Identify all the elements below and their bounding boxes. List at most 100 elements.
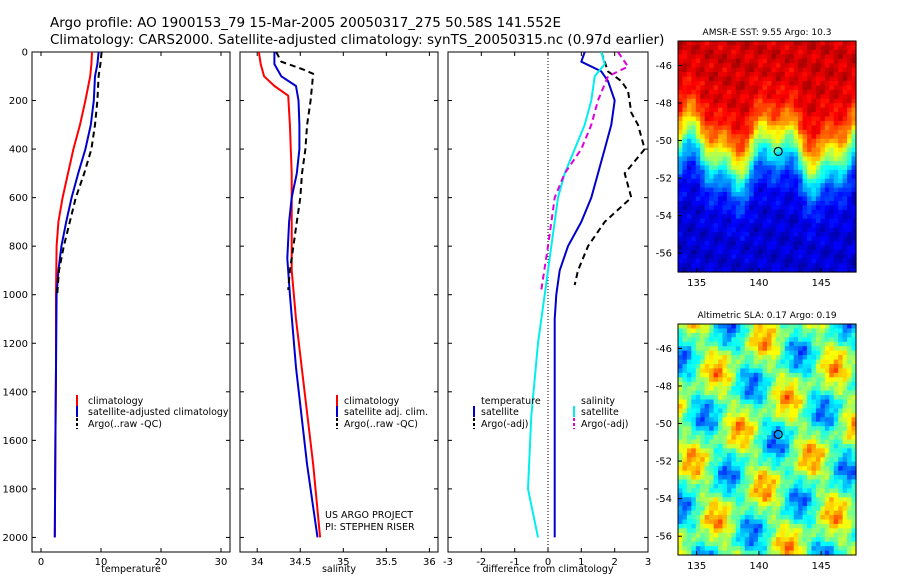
heatmap-cell xyxy=(691,187,697,193)
heatmap-cell xyxy=(811,138,817,144)
heatmap-cell xyxy=(767,399,773,405)
heatmap-cell xyxy=(811,528,817,534)
heatmap-cell xyxy=(762,532,768,538)
heatmap-cell xyxy=(789,214,795,220)
heatmap-cell xyxy=(686,143,692,149)
heatmap-cell xyxy=(842,80,848,87)
heatmap-cell xyxy=(753,381,759,387)
heatmap-cell xyxy=(753,192,759,198)
heatmap-cell xyxy=(847,412,853,418)
heatmap-cell xyxy=(700,497,706,503)
heatmap-cell xyxy=(700,107,706,113)
heatmap-cell xyxy=(767,169,773,175)
heatmap-cell xyxy=(775,492,781,498)
heatmap-cell xyxy=(758,443,764,449)
heatmap-cell xyxy=(802,209,808,215)
heatmap-cell xyxy=(815,174,821,180)
heatmap-cell xyxy=(695,200,701,206)
heatmap-cell xyxy=(842,165,848,171)
heatmap-cell xyxy=(753,332,759,338)
heatmap-cell xyxy=(722,178,728,184)
heatmap-cell xyxy=(682,187,688,193)
heatmap-cell xyxy=(731,98,737,104)
heatmap-cell xyxy=(767,200,773,206)
heatmap-cell xyxy=(740,76,746,82)
heatmap-cell xyxy=(682,183,688,189)
heatmap-cell xyxy=(829,63,835,69)
heatmap-cell xyxy=(789,129,795,135)
heatmap-cell xyxy=(700,214,706,220)
heatmap-cell xyxy=(789,218,795,224)
heatmap-cell xyxy=(829,430,835,436)
heatmap-cell xyxy=(726,443,732,449)
heatmap-cell xyxy=(718,54,724,60)
heatmap-cell xyxy=(784,546,790,552)
heatmap-cell xyxy=(815,430,821,436)
heatmap-cell xyxy=(731,426,737,432)
heatmap-cell xyxy=(780,532,786,538)
heatmap-cell xyxy=(838,377,844,383)
heatmap-cell xyxy=(726,196,732,202)
heatmap-cell xyxy=(793,355,799,361)
heatmap-cell xyxy=(789,107,795,113)
heatmap-cell xyxy=(709,254,715,260)
heatmap-cell xyxy=(740,359,746,365)
heatmap-cell xyxy=(802,120,808,126)
heatmap-cell xyxy=(709,390,715,396)
heatmap-cell xyxy=(820,89,826,95)
heatmap-cell xyxy=(718,439,724,445)
heatmap-cell xyxy=(807,541,813,547)
heatmap-cell xyxy=(731,254,737,260)
heatmap-cell xyxy=(811,363,817,370)
heatmap-cell xyxy=(749,80,755,87)
heatmap-cell xyxy=(771,245,777,251)
heatmap-cell xyxy=(820,523,826,529)
heatmap-cell xyxy=(784,209,790,215)
heatmap-cell xyxy=(753,359,759,365)
heatmap-cell xyxy=(789,532,795,538)
heatmap-cell xyxy=(735,506,741,512)
heatmap-cell xyxy=(815,390,821,396)
heatmap-cell xyxy=(700,466,706,472)
heatmap-cell xyxy=(740,58,746,64)
heatmap-cell xyxy=(713,359,719,365)
heatmap-cell xyxy=(824,403,830,409)
heatmap-cell xyxy=(793,412,799,418)
heatmap-cell xyxy=(718,528,724,534)
sst-map-frame xyxy=(677,40,857,273)
heatmap-cell xyxy=(704,178,710,184)
heatmap-cell xyxy=(829,332,835,338)
heatmap-cell xyxy=(740,475,746,481)
heatmap-cell xyxy=(709,435,715,441)
heatmap-cell xyxy=(833,125,839,131)
heatmap-cell xyxy=(686,107,692,113)
heatmap-cell xyxy=(775,443,781,449)
heatmap-cell xyxy=(842,412,848,418)
heatmap-cell xyxy=(753,341,759,347)
heatmap-cell xyxy=(771,377,777,383)
heatmap-cell xyxy=(682,254,688,260)
heatmap-cell xyxy=(838,324,844,330)
heatmap-cell xyxy=(771,183,777,189)
heatmap-cell xyxy=(842,174,848,180)
heatmap-cell xyxy=(793,426,799,432)
heatmap-cell xyxy=(704,452,710,458)
heatmap-cell xyxy=(758,523,764,529)
heatmap-cell xyxy=(833,541,839,547)
heatmap-cell xyxy=(731,488,737,494)
heatmap-cell xyxy=(838,515,844,521)
heatmap-cell xyxy=(802,76,808,82)
heatmap-cell xyxy=(722,263,728,269)
heatmap-cell xyxy=(851,430,857,436)
heatmap-cell xyxy=(811,457,817,463)
heatmap-cell xyxy=(749,112,755,118)
heatmap-cell xyxy=(784,337,790,343)
heatmap-cell xyxy=(820,112,826,118)
heatmap-cell xyxy=(731,381,737,387)
heatmap-cell xyxy=(838,63,844,69)
heatmap-cell xyxy=(815,381,821,387)
heatmap-cell xyxy=(807,112,813,118)
heatmap-cell xyxy=(735,72,741,78)
heatmap-cell xyxy=(775,120,781,126)
heatmap-cell xyxy=(847,426,853,432)
